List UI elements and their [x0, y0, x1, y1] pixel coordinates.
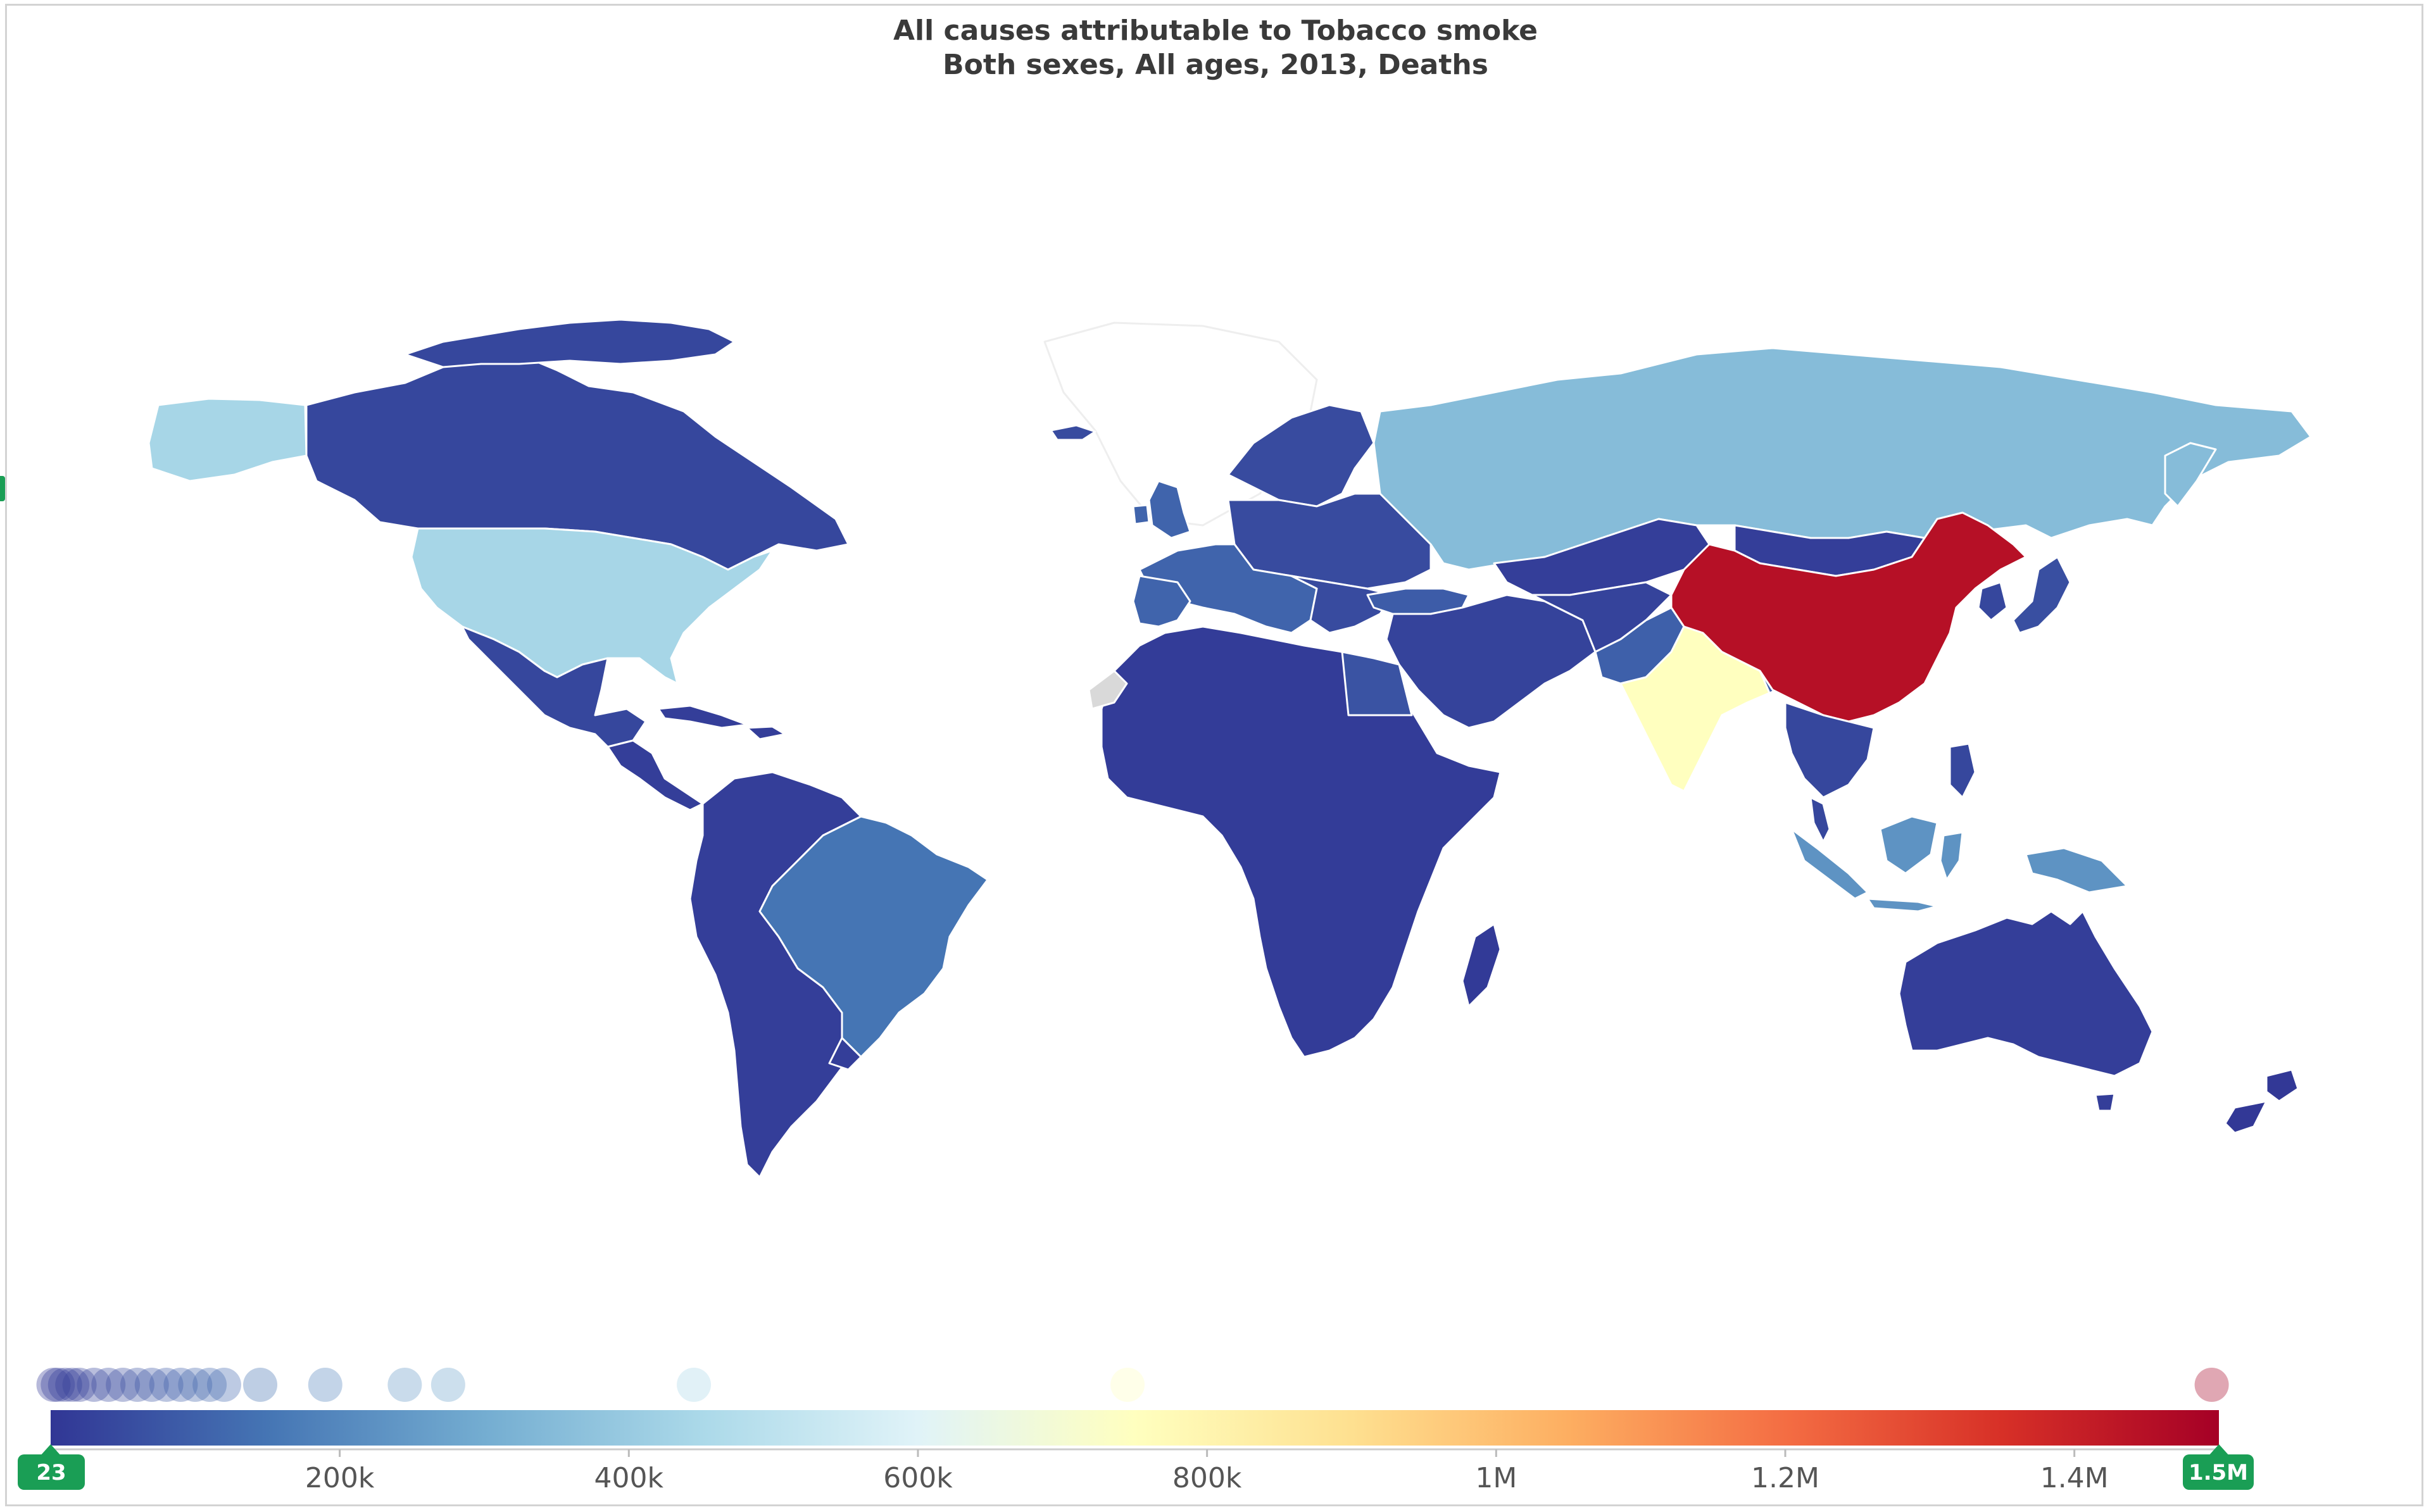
region-brazil[interactable] [758, 815, 989, 1058]
legend-distribution-dot [62, 1368, 97, 1402]
region-china[interactable] [1670, 511, 2027, 723]
legend-distribution-dot [77, 1368, 111, 1402]
region-japan[interactable] [2012, 556, 2071, 634]
legend-tick-label: 800k [1172, 1462, 1242, 1494]
chart-title: All causes attributable to Tobacco smoke [893, 15, 1538, 47]
region-sulawesi[interactable] [1939, 831, 1964, 881]
legend-distribution-dot [430, 1368, 465, 1402]
legend-distribution-dot [178, 1368, 213, 1402]
region-middle-east[interactable] [1385, 594, 1597, 729]
legend-color-bar [51, 1410, 2219, 1446]
region-madagascar[interactable] [1461, 923, 1502, 1008]
region-canada-islands[interactable] [404, 318, 736, 368]
legend-distribution-dot [149, 1368, 184, 1402]
legend-distribution-dot [192, 1368, 227, 1402]
region-philippines[interactable] [1949, 742, 1976, 799]
legend-distribution-dot [387, 1368, 422, 1402]
legend-distribution-dot [91, 1368, 126, 1402]
region-iceland[interactable] [1050, 424, 1096, 441]
side-marker[interactable] [0, 476, 5, 501]
legend-distribution-dot [308, 1368, 342, 1402]
legend-distribution-dot [163, 1368, 198, 1402]
legend-tick-label: 200k [305, 1462, 375, 1494]
chart-subtitle: Both sexes, All ages, 2013, Deaths [943, 49, 1488, 81]
legend-ticks: 200k 400k 600k 800k 1M 1.2M 1.4M [305, 1449, 2109, 1494]
legend-tick-label: 1M [1475, 1462, 1517, 1494]
legend-tick-label: 600k [883, 1462, 953, 1494]
region-malay-peninsula[interactable] [1809, 796, 1831, 843]
legend-distribution-dot [206, 1368, 241, 1402]
legend-tick-label: 1.4M [2040, 1462, 2109, 1494]
legend-distribution-dot [677, 1368, 712, 1402]
region-cuba[interactable] [657, 704, 748, 729]
region-hispaniola[interactable] [746, 725, 786, 740]
region-new-zealand-south[interactable] [2224, 1100, 2268, 1134]
legend-distribution-dots [36, 1368, 2229, 1402]
legend-distribution-dot [55, 1368, 90, 1402]
region-korea[interactable] [1977, 581, 2008, 622]
region-tasmania[interactable] [2094, 1092, 2116, 1112]
legend-distribution-dot [2194, 1368, 2229, 1402]
legend-distribution-dot [243, 1368, 278, 1402]
region-western-sahara[interactable] [1088, 670, 1128, 710]
region-africa[interactable] [1100, 625, 1502, 1058]
legend-distribution-dot [1110, 1368, 1145, 1402]
legend-distribution-dot [47, 1368, 82, 1402]
legend-tick-label: 1.2M [1751, 1462, 1819, 1494]
region-alaska[interactable] [148, 397, 308, 482]
legend-distribution-dot [41, 1368, 75, 1402]
min-handle[interactable]: 23 [18, 1444, 85, 1490]
region-new-guinea[interactable] [2025, 847, 2128, 894]
region-scandinavia[interactable] [1227, 404, 1375, 508]
region-australia[interactable] [1898, 910, 2154, 1077]
region-mexico[interactable] [461, 625, 647, 748]
region-borneo[interactable] [1879, 815, 1938, 875]
region-uk[interactable] [1148, 480, 1191, 539]
legend-distribution-dot [36, 1368, 71, 1402]
region-java[interactable] [1866, 897, 1938, 913]
region-egypt[interactable] [1341, 651, 1413, 716]
legend-distribution-dot [106, 1368, 141, 1402]
max-handle-label: 1.5M [2189, 1460, 2248, 1485]
legend-tick-label: 400k [594, 1462, 664, 1494]
region-new-zealand-north[interactable] [2265, 1068, 2299, 1103]
max-handle[interactable]: 1.5M [2183, 1444, 2254, 1490]
region-ireland[interactable] [1132, 504, 1150, 525]
legend-distribution-dot [120, 1368, 154, 1402]
min-handle-label: 23 [36, 1460, 66, 1485]
region-kamchatka[interactable] [2164, 442, 2217, 508]
region-iberia[interactable] [1132, 575, 1191, 628]
region-balkans[interactable] [1290, 575, 1394, 634]
region-sumatra[interactable] [1790, 828, 1869, 900]
region-uruguay[interactable] [828, 1037, 862, 1071]
region-southeast-asia[interactable] [1784, 701, 1875, 799]
legend-distribution-dot [134, 1368, 169, 1402]
